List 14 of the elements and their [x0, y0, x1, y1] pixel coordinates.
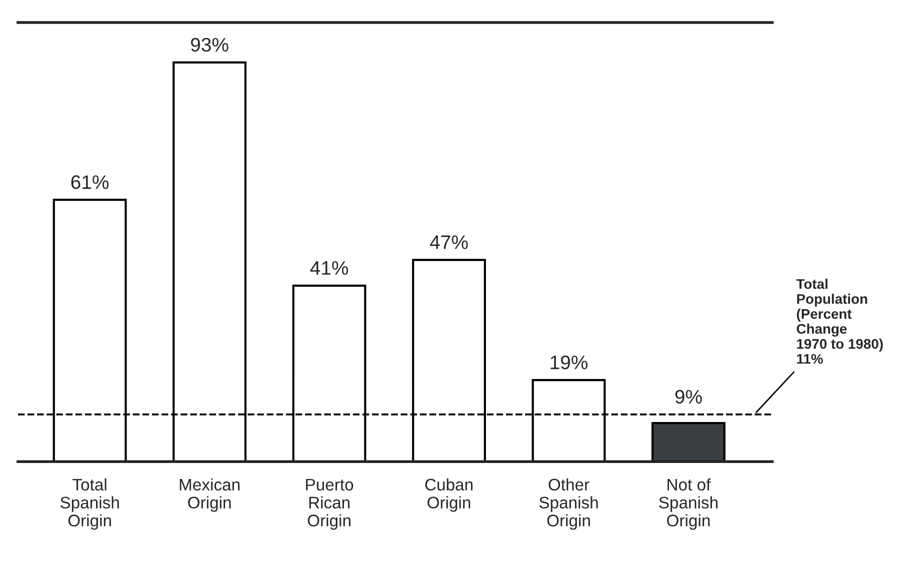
x-tick-label: Cuban Origin — [425, 478, 472, 512]
x-tick-label: Puerto Rican Origin — [306, 478, 354, 530]
data-label: 9% — [675, 390, 702, 404]
bar — [652, 422, 726, 462]
data-label: 47% — [430, 235, 468, 250]
data-label: 41% — [310, 261, 348, 275]
data-label: 93% — [190, 38, 228, 52]
x-tick-label: Total Spanish Origin — [60, 478, 119, 530]
x-tick-label: Not of Spanish Origin — [659, 478, 718, 530]
data-label: 61% — [71, 175, 109, 190]
x-tick-label: Other Spanish Origin — [539, 478, 598, 530]
ref-line-label: Total Population (Percent Change 1970 to 1980) 11% — [796, 278, 883, 364]
data-label: 19% — [550, 356, 588, 370]
x-tick-label: Mexican Origin — [180, 478, 240, 512]
